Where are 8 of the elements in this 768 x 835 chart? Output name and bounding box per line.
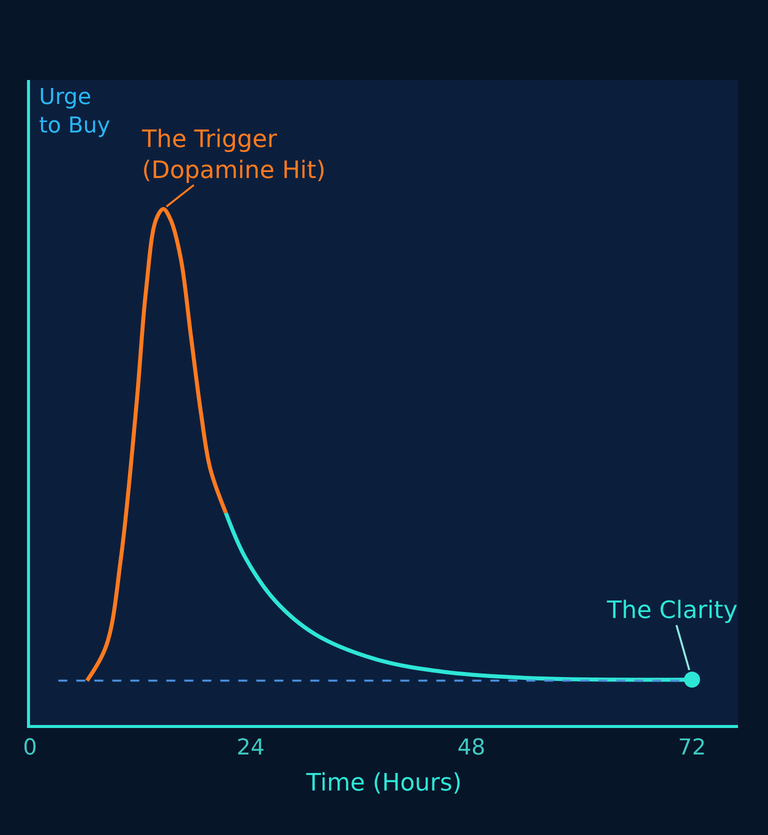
x-tick-label: 72 [678,735,706,760]
y-axis-title: Urge to Buy [39,85,110,139]
annotation: The Clarity [606,596,738,624]
x-tick-label: 24 [236,735,265,760]
x-tick-label: 48 [457,735,486,760]
annotation: The Trigger (Dopamine Hit) [141,125,326,184]
x-tick-label: 0 [23,735,37,760]
x-axis-title: Time (Hours) [305,768,462,797]
